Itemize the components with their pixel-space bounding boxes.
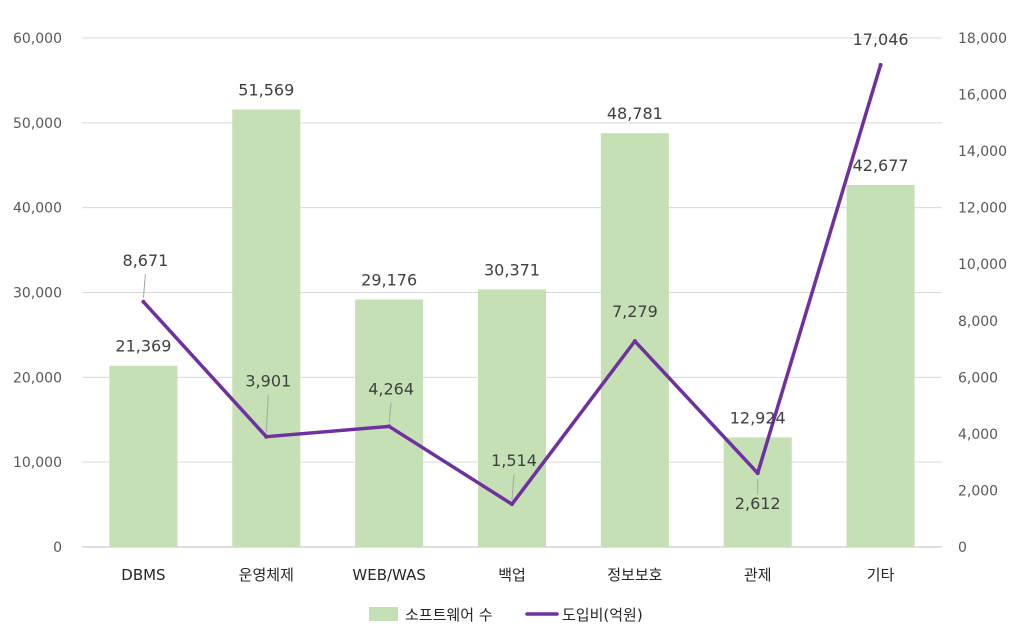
y-left-tick-label: 10,000 (13, 455, 62, 471)
y-right-tick-label: 0 (958, 540, 967, 556)
line-point[interactable] (755, 471, 760, 476)
x-category-label: WEB/WAS (352, 566, 425, 584)
bar-series (109, 109, 915, 548)
line-data-label: 2,612 (735, 494, 781, 513)
y-right-tick-label: 14,000 (958, 144, 1007, 160)
line-series (141, 62, 883, 507)
line-point[interactable] (510, 502, 514, 507)
legend-bar-label[interactable]: 소프트웨어 수 (405, 606, 493, 624)
x-category-label: 백업 (498, 566, 526, 584)
bar[interactable] (355, 299, 424, 547)
line-point[interactable] (878, 62, 883, 67)
x-category-label: 정보보호 (607, 566, 662, 584)
line-data-label: 17,046 (853, 30, 909, 49)
bar[interactable] (846, 184, 915, 547)
legend[interactable]: 소프트웨어 수 도입비(억원) (369, 606, 643, 624)
y-right-tick-label: 6,000 (958, 370, 998, 386)
bar-data-label: 48,781 (607, 104, 663, 123)
line-point[interactable] (632, 339, 637, 344)
line-data-label: 3,901 (245, 372, 291, 391)
x-category-label: 기타 (867, 566, 895, 584)
line-point[interactable] (264, 434, 269, 439)
y-right-tick-label: 4,000 (958, 427, 998, 443)
bar[interactable] (232, 109, 301, 547)
bar-data-label: 42,677 (853, 156, 909, 175)
y-left-tick-label: 40,000 (13, 201, 62, 217)
line-data-label: 8,671 (123, 251, 169, 270)
line-data-label: 7,279 (612, 302, 658, 321)
bar[interactable] (109, 365, 178, 547)
y-right-tick-label: 12,000 (958, 201, 1007, 217)
label-leader (142, 273, 146, 298)
label-leader (388, 402, 392, 423)
line-point[interactable] (141, 299, 146, 304)
bar-data-label: 51,569 (238, 81, 294, 100)
legend-bar-swatch[interactable] (369, 607, 398, 621)
y-left-tick-label: 60,000 (13, 31, 62, 47)
y-right-tick-label: 8,000 (958, 314, 998, 330)
y-left-tick-label: 30,000 (13, 286, 62, 302)
x-category-label: DBMS (121, 566, 165, 584)
y-right-tick-label: 16,000 (958, 88, 1007, 104)
line-data-label: 1,514 (491, 451, 537, 470)
bar-data-label: 30,371 (484, 260, 540, 279)
label-leader (265, 394, 269, 433)
legend-line-label[interactable]: 도입비(억원) (562, 606, 643, 624)
x-category-label: 관제 (744, 566, 772, 584)
line-data-label: 4,264 (368, 379, 414, 398)
line-point[interactable] (387, 424, 392, 429)
y-left-tick-label: 50,000 (13, 116, 62, 132)
y-right-tick-label: 10,000 (958, 257, 1007, 273)
bar-data-label: 29,176 (361, 270, 417, 289)
y-right-tick-label: 2,000 (958, 483, 998, 499)
bar[interactable] (478, 289, 546, 547)
y-left-tick-label: 20,000 (13, 370, 62, 386)
y-left-tick-label: 0 (53, 540, 62, 556)
label-leader-lines (142, 273, 759, 501)
axes: 0 10,000 20,000 30,000 40,000 50,000 60,000 0 2,… (13, 31, 1007, 584)
x-category-label: 운영체제 (239, 566, 294, 584)
bar-data-label: 21,369 (115, 337, 171, 356)
data-labels: 21,369 51,569 29,176 30,371 48,781 12,924 42,6… (115, 30, 908, 513)
label-leader (511, 474, 515, 501)
bar-data-label: 12,924 (730, 408, 786, 427)
y-right-tick-label: 18,000 (958, 31, 1007, 47)
